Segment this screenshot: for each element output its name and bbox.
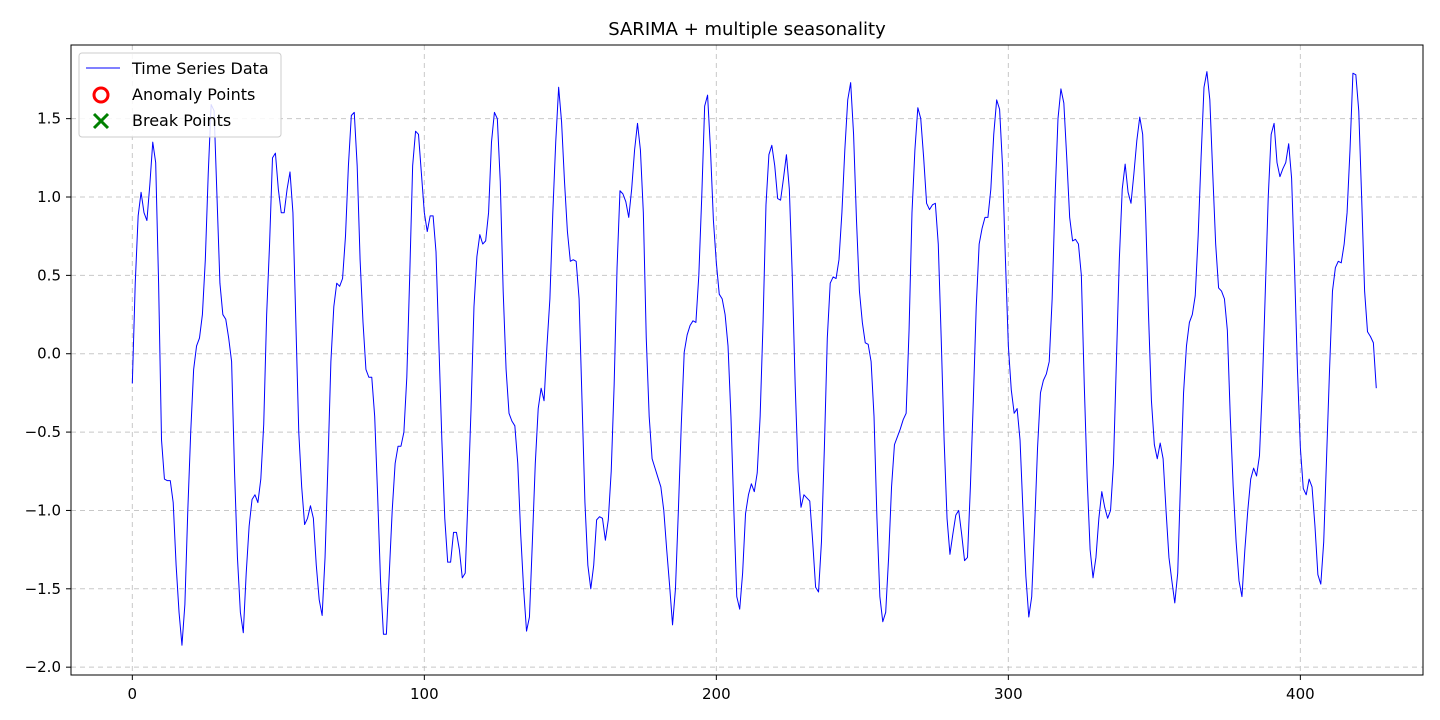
legend-label-time-series-data: Time Series Data	[131, 59, 269, 78]
legend-label-anomaly-points: Anomaly Points	[132, 85, 255, 104]
y-tick-label: 0.5	[37, 266, 61, 284]
plot-frame	[70, 44, 1424, 676]
y-tick-label: −2.0	[25, 658, 61, 676]
series-line-time-series-data	[131, 71, 1377, 646]
y-tick-label: 1.5	[37, 110, 61, 128]
legend: Time Series Data Anomaly Points Break Po…	[78, 52, 282, 138]
series-layer	[131, 71, 1377, 646]
y-tick-label: −1.0	[25, 501, 61, 519]
x-tick-label: 100	[410, 685, 439, 703]
x-tick-label: 0	[128, 685, 138, 703]
x-tick-label: 200	[702, 685, 731, 703]
legend-label-break-points: Break Points	[132, 111, 231, 130]
y-axis: −2.0 −1.5 −1.0 −0.5 0.0 0.5 1.0 1.5	[25, 110, 71, 676]
legend-circle-marker	[92, 86, 110, 104]
y-tick-label: 1.0	[37, 188, 61, 206]
y-tick-label: −0.5	[25, 423, 61, 441]
x-tick-label: 300	[994, 685, 1023, 703]
legend-x-marker	[92, 112, 110, 130]
x-tick-label: 400	[1286, 685, 1315, 703]
chart-title: SARIMA + multiple seasonality	[608, 19, 886, 40]
y-tick-label: 0.0	[37, 345, 61, 363]
x-axis: 0 100 200 300 400	[128, 675, 1315, 703]
legend-box	[78, 52, 282, 138]
y-tick-label: −1.5	[25, 580, 61, 598]
grid-lines	[71, 45, 1423, 675]
